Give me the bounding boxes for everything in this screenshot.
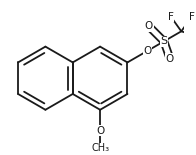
Text: O: O: [96, 126, 104, 136]
Text: O: O: [145, 21, 153, 31]
Text: F: F: [189, 12, 195, 22]
Text: O: O: [166, 54, 174, 64]
Text: S: S: [160, 36, 167, 46]
Text: F: F: [168, 12, 174, 22]
Text: CH₃: CH₃: [91, 143, 109, 153]
Text: F: F: [195, 31, 196, 41]
Text: O: O: [143, 46, 152, 56]
